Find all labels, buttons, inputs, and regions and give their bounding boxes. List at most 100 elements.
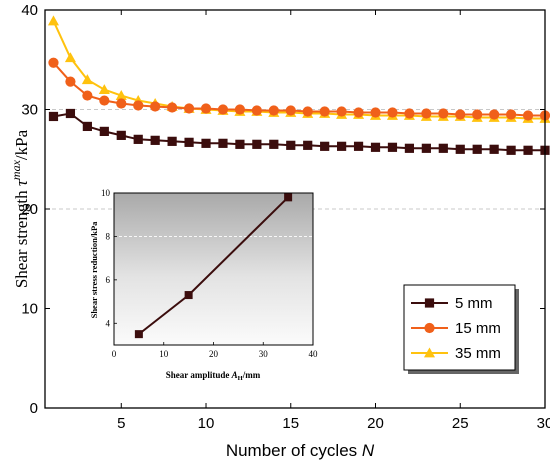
main-series-layer (47, 15, 550, 155)
data-point (252, 139, 262, 149)
inset-y-tick-label: 4 (106, 318, 111, 328)
data-point (116, 130, 126, 140)
data-point (183, 103, 195, 114)
legend-label: 5 mm (455, 295, 493, 312)
x-tick-label: 10 (198, 415, 215, 432)
series-line-15-mm (52, 62, 545, 117)
data-point (217, 104, 229, 115)
inset-x-tick-label: 0 (112, 349, 117, 359)
data-point (489, 144, 499, 154)
inset-data-point (134, 330, 143, 339)
legend: 5 mm 15 mm 35 mm (403, 284, 519, 374)
data-point (455, 144, 465, 154)
inset-y-tick-label: 8 (106, 231, 111, 241)
data-point (506, 109, 517, 120)
x-tick-label: 25 (452, 415, 469, 432)
y-tick-label: 20 (21, 201, 38, 218)
inset-data-point (284, 193, 293, 202)
x-tick-label: 5 (117, 415, 125, 432)
data-point (116, 98, 127, 109)
data-point (115, 90, 127, 100)
inset-x-axis-title: Shear amplitude AH/mm (166, 370, 261, 382)
inset-y-tick-label: 6 (106, 275, 111, 285)
data-point (455, 109, 466, 120)
data-point (65, 108, 76, 119)
inset-data-point (184, 291, 193, 300)
data-point (133, 100, 144, 111)
data-point (200, 103, 212, 114)
data-point (99, 126, 109, 136)
inset-background (114, 193, 313, 345)
data-point (167, 102, 178, 113)
data-point (472, 144, 482, 154)
inset-x-tick-label: 10 (159, 349, 169, 359)
data-point (82, 121, 92, 132)
data-point (268, 105, 279, 116)
data-point (285, 105, 296, 116)
data-point (150, 101, 161, 112)
data-point (234, 104, 246, 115)
data-point (472, 109, 483, 120)
data-point (302, 106, 313, 117)
data-point (489, 109, 500, 120)
y-tick-label: 40 (21, 2, 38, 19)
y-tick-label: 30 (21, 102, 38, 119)
data-point (421, 108, 432, 119)
data-point (438, 108, 449, 119)
inset-axis-ticks: 0 10 20 30 40 4 6 8 10 (101, 188, 318, 359)
data-point (48, 57, 59, 68)
inset-y-axis-title: Shear stress reduction/kPa (89, 221, 99, 319)
data-point (235, 139, 245, 149)
data-point (201, 138, 211, 148)
data-point (320, 141, 330, 151)
y-tick-label: 0 (30, 400, 38, 417)
data-point (522, 110, 534, 121)
data-point (65, 76, 76, 87)
main-gridlines (45, 109, 545, 210)
data-point (404, 143, 415, 153)
data-point (387, 142, 398, 152)
inset-series-layer (134, 193, 293, 339)
legend-label: 15 mm (455, 320, 501, 337)
inset-x-tick-label: 20 (209, 349, 219, 359)
data-point (81, 74, 93, 85)
data-point (64, 52, 76, 63)
data-point (421, 143, 431, 153)
data-point (303, 140, 313, 150)
inset-x-tick-label: 40 (309, 349, 319, 359)
data-point (133, 134, 143, 144)
main-x-axis-title: Number of cycles N (226, 441, 375, 460)
x-tick-label: 30 (537, 415, 550, 432)
data-point (404, 108, 415, 119)
x-tick-label: 15 (282, 415, 299, 432)
legend-label: 35 mm (455, 345, 501, 362)
data-point (523, 145, 533, 155)
data-point (336, 106, 347, 117)
inset-x-tick-label: 30 (259, 349, 269, 359)
data-point (167, 136, 177, 146)
y-tick-label: 10 (21, 301, 38, 318)
data-point (319, 106, 330, 117)
legend-swatch-marker (424, 298, 435, 308)
data-point (48, 111, 59, 122)
data-point (184, 137, 194, 147)
data-point (286, 140, 296, 150)
legend-items: 5 mm 15 mm 35 mm (411, 295, 501, 362)
data-point (150, 135, 160, 145)
data-point (269, 139, 279, 149)
series-line-5-mm (53, 112, 545, 152)
data-point (218, 138, 228, 148)
data-point (387, 107, 398, 118)
data-point (98, 84, 110, 95)
data-point (337, 141, 347, 151)
x-tick-label: 20 (367, 415, 384, 432)
data-point (370, 107, 381, 118)
legend-swatch-marker (423, 347, 436, 358)
inset-y-tick-label: 10 (101, 188, 111, 198)
data-point (99, 95, 110, 106)
data-point (47, 15, 59, 26)
data-point (251, 105, 262, 116)
data-point (82, 90, 93, 101)
